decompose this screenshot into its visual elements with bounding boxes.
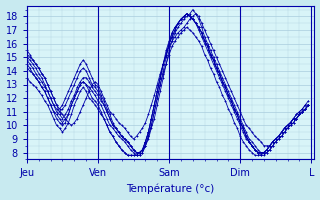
X-axis label: Température (°c): Température (°c) <box>126 184 215 194</box>
